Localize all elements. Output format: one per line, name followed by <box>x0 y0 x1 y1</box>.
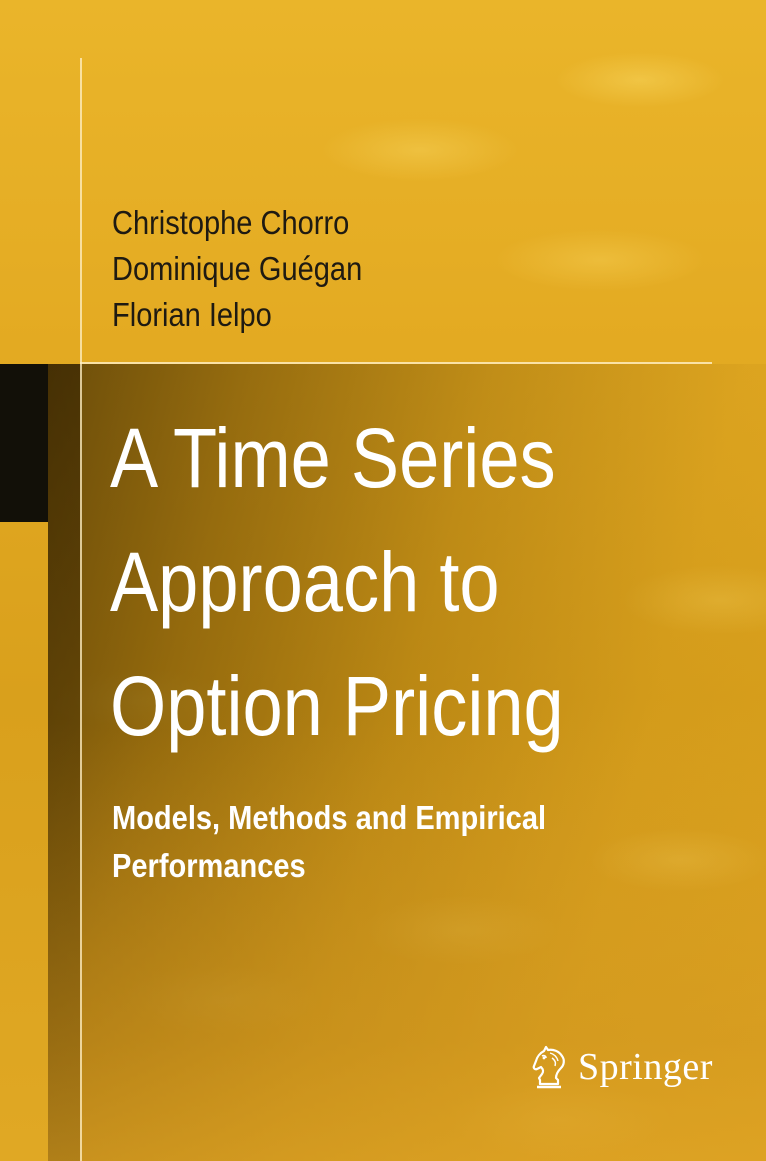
title-line: A Time Series <box>110 411 556 505</box>
author-list: Christophe Chorro Dominique Guégan Flori… <box>112 200 362 338</box>
horizontal-rule <box>80 362 712 364</box>
chess-knight-icon <box>532 1045 565 1089</box>
author-name: Florian Ielpo <box>112 296 272 333</box>
book-subtitle: Models, Methods and Empirical Performanc… <box>112 794 546 890</box>
book-title: A Time Series Approach to Option Pricing <box>110 396 564 768</box>
author-name: Dominique Guégan <box>112 250 363 287</box>
vertical-rule <box>80 58 82 1161</box>
title-line: Approach to <box>110 535 500 629</box>
subtitle-line: Models, Methods and Empirical <box>112 799 547 836</box>
black-tab <box>0 364 48 522</box>
title-line: Option Pricing <box>110 659 564 753</box>
publisher-logo: Springer <box>528 1044 713 1090</box>
spine-shade <box>48 364 80 1161</box>
author-name: Christophe Chorro <box>112 204 350 241</box>
publisher-name: Springer <box>578 1046 713 1088</box>
subtitle-line: Performances <box>112 847 306 884</box>
